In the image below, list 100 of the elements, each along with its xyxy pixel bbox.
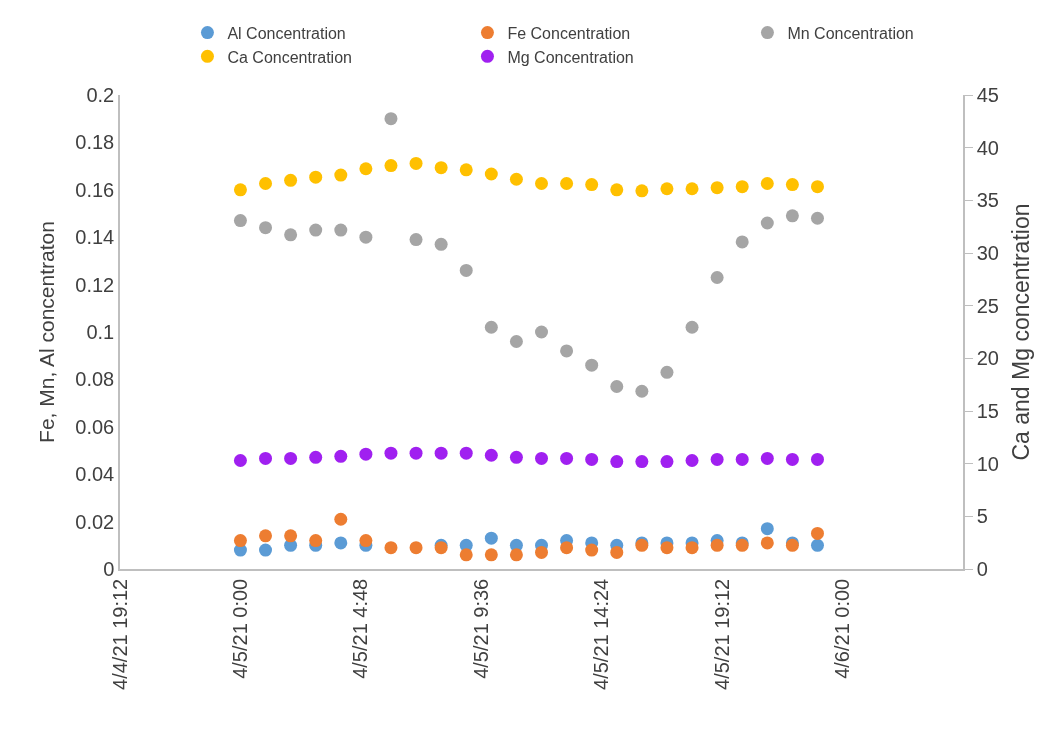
y-tick-label: 0.2 bbox=[86, 84, 115, 106]
x-tick-label: 4/5/21 0:00 bbox=[228, 578, 251, 679]
y-tick-label: 0.12 bbox=[75, 273, 115, 296]
point bbox=[760, 216, 774, 230]
point bbox=[484, 548, 498, 562]
point bbox=[334, 536, 348, 550]
point bbox=[710, 538, 724, 552]
point bbox=[509, 548, 523, 562]
point bbox=[560, 176, 574, 190]
y-tick-label: 0.1 bbox=[86, 321, 115, 343]
y2-tick-label: 10 bbox=[976, 452, 999, 475]
point bbox=[384, 446, 398, 460]
point bbox=[635, 384, 649, 398]
point bbox=[359, 162, 373, 176]
y2-tick-label: 35 bbox=[976, 189, 999, 212]
y-tick-label: 0.02 bbox=[75, 510, 115, 533]
point bbox=[409, 541, 423, 555]
x-tick-label: 4/4/21 19:12 bbox=[108, 578, 131, 690]
x-tick-label: 4/5/21 9:36 bbox=[469, 578, 492, 679]
point bbox=[660, 455, 674, 469]
legend-label: Fe Concentration bbox=[507, 24, 631, 42]
point bbox=[459, 548, 473, 562]
point bbox=[484, 448, 498, 462]
point bbox=[735, 235, 749, 249]
y-tick-label: 0.08 bbox=[75, 368, 115, 391]
x-tick-label: 4/5/21 19:12 bbox=[710, 578, 733, 690]
y2-tick-label: 45 bbox=[976, 84, 999, 106]
point bbox=[810, 180, 824, 194]
point bbox=[535, 545, 548, 559]
point bbox=[334, 168, 348, 182]
point bbox=[309, 170, 323, 184]
x-tick-label: 4/6/21 0:00 bbox=[831, 578, 854, 679]
point bbox=[810, 538, 824, 552]
point bbox=[409, 156, 423, 170]
y2-tick-label: 20 bbox=[976, 347, 999, 370]
legend-label: Ca Concentration bbox=[227, 48, 352, 66]
point bbox=[610, 455, 624, 469]
legend-label: Mn Concentration bbox=[787, 24, 914, 42]
point bbox=[760, 536, 774, 550]
point bbox=[233, 183, 247, 197]
point bbox=[785, 209, 799, 223]
y-axis-title: Fe, Mn, Al concentraton bbox=[34, 221, 58, 443]
point bbox=[635, 184, 649, 198]
x-tick-label: 4/5/21 4:48 bbox=[349, 578, 372, 679]
point bbox=[459, 446, 473, 460]
x-tick-label: 4/5/21 14:24 bbox=[590, 578, 613, 690]
point bbox=[685, 182, 699, 196]
point bbox=[434, 161, 448, 175]
point bbox=[384, 159, 398, 173]
point bbox=[710, 181, 724, 195]
point bbox=[585, 543, 599, 557]
point bbox=[434, 237, 448, 251]
point bbox=[284, 451, 298, 465]
point bbox=[459, 163, 473, 177]
y2-tick-label: 40 bbox=[976, 136, 999, 159]
point bbox=[359, 447, 373, 461]
point bbox=[685, 454, 699, 467]
point bbox=[409, 233, 423, 247]
point bbox=[259, 543, 273, 557]
y2-tick-label: 25 bbox=[976, 294, 999, 317]
point bbox=[334, 512, 348, 526]
point bbox=[560, 344, 574, 358]
point bbox=[710, 270, 724, 284]
y-tick-label: 0.04 bbox=[75, 463, 115, 486]
y2-axis-title: Ca and Mg concentration bbox=[1008, 203, 1035, 461]
y2-tick-label: 0 bbox=[976, 558, 988, 580]
point bbox=[535, 176, 548, 190]
point bbox=[610, 380, 624, 393]
point bbox=[509, 172, 523, 186]
y-tick-label: 0.06 bbox=[75, 415, 115, 438]
point bbox=[259, 529, 273, 543]
point bbox=[484, 531, 498, 545]
point bbox=[735, 452, 749, 466]
point bbox=[259, 451, 273, 465]
point bbox=[760, 522, 774, 536]
point bbox=[685, 541, 699, 555]
point bbox=[660, 365, 674, 379]
point bbox=[610, 183, 624, 197]
point bbox=[334, 223, 348, 237]
point bbox=[233, 454, 247, 467]
point bbox=[685, 320, 699, 334]
point bbox=[284, 529, 298, 543]
point bbox=[233, 534, 247, 548]
point bbox=[735, 180, 749, 194]
point bbox=[259, 221, 273, 235]
point bbox=[585, 178, 599, 192]
point bbox=[484, 167, 498, 181]
point bbox=[233, 214, 247, 228]
y2-tick-label: 30 bbox=[976, 242, 999, 264]
point bbox=[509, 450, 523, 464]
point bbox=[585, 452, 599, 466]
point bbox=[434, 446, 448, 460]
y2-tick-label: 15 bbox=[976, 400, 999, 422]
point bbox=[259, 176, 273, 190]
point bbox=[660, 541, 674, 555]
point bbox=[535, 325, 548, 339]
point bbox=[610, 545, 624, 559]
point bbox=[810, 211, 824, 225]
point bbox=[785, 452, 799, 466]
point bbox=[760, 451, 774, 465]
